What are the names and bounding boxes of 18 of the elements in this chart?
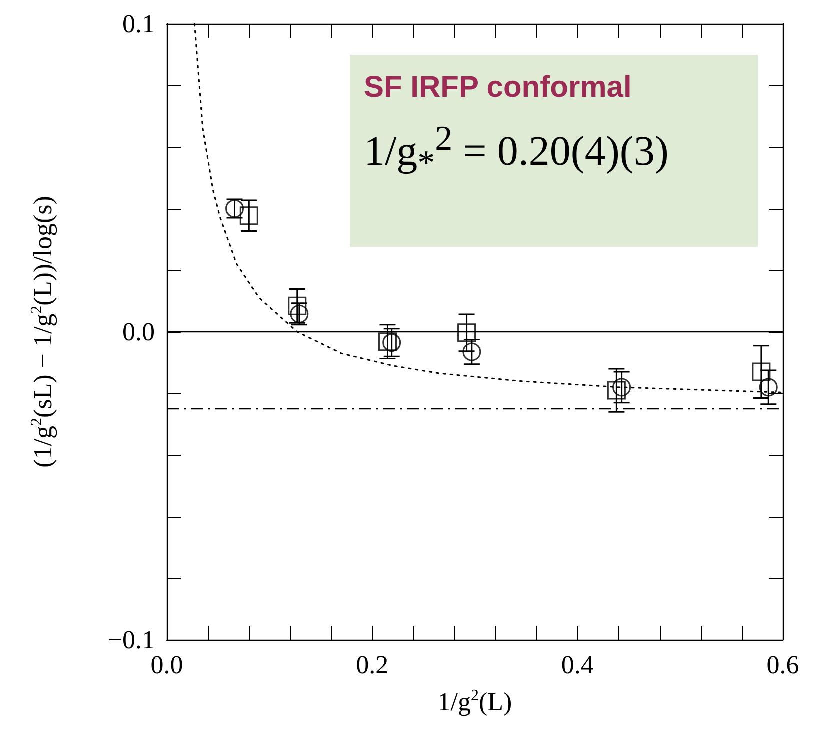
- x-tick-label: 0.4: [561, 650, 594, 680]
- point: [240, 206, 258, 226]
- point: [458, 324, 476, 342]
- annotation: SF IRFP conformal: [364, 71, 633, 105]
- x-tick-label: 0.2: [356, 650, 389, 680]
- y-tick-label: 0.1: [122, 10, 155, 38]
- y-axis-title: (1/g2(sL) − 1/g2(L))/log(s): [28, 196, 58, 468]
- point: [462, 342, 482, 362]
- point: [378, 332, 397, 352]
- point: [382, 334, 402, 352]
- point: [612, 378, 632, 397]
- annotation: 1/g$_{*}$$^{2}$ = 0.20(4)(3): [364, 119, 670, 184]
- point: [607, 381, 626, 400]
- point: [288, 296, 307, 316]
- point: [752, 362, 771, 382]
- x-tick-label: 0.6: [766, 650, 800, 680]
- y-tick-label: 0.0: [122, 318, 155, 346]
- point: [759, 378, 778, 397]
